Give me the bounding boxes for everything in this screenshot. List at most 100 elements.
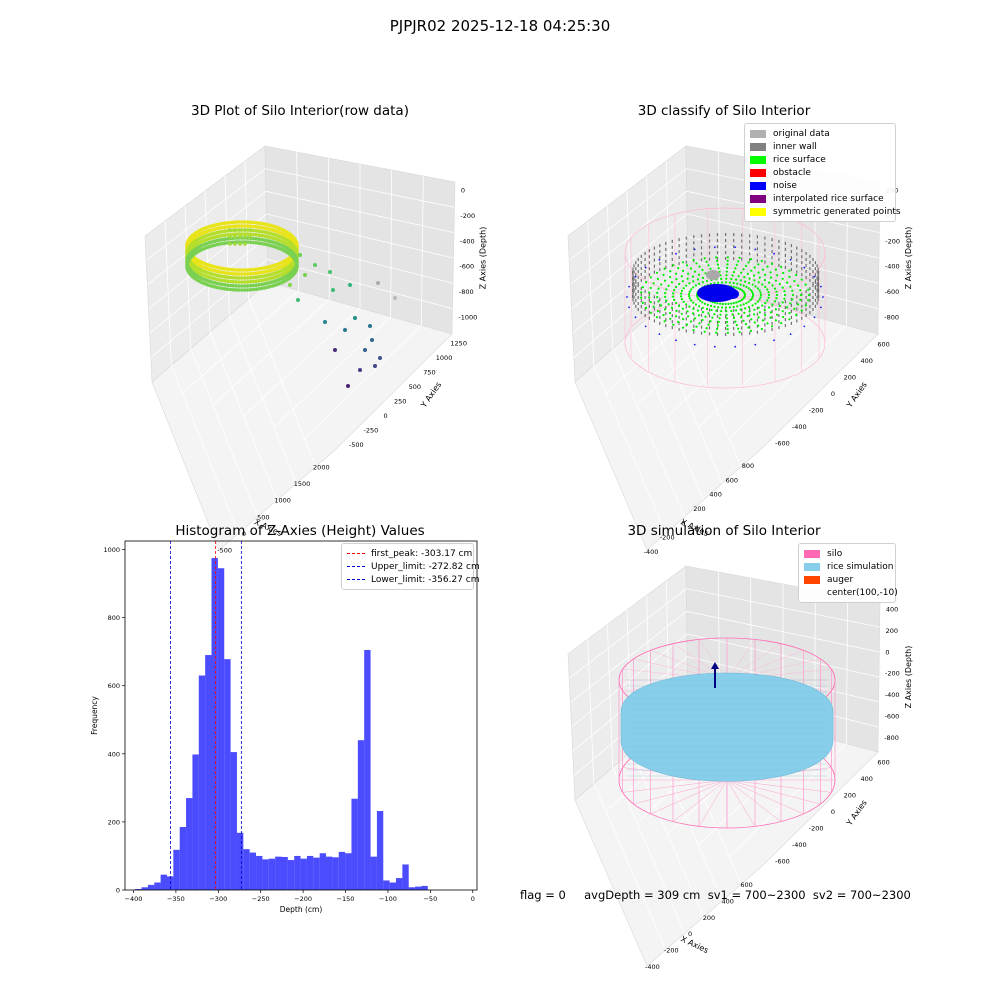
p2-wall-point — [733, 245, 735, 249]
p2-noise-cluster — [727, 289, 739, 299]
p2-rice-point — [781, 310, 784, 313]
p2-wall-point — [665, 306, 667, 310]
legend-label: noise — [773, 180, 797, 191]
p2-wall-point — [814, 267, 816, 271]
p2-rice-point — [657, 300, 660, 303]
p2-rice-point — [703, 257, 706, 260]
p1-point — [248, 232, 253, 237]
p2-wall-point — [790, 244, 792, 248]
p2-wall-point — [633, 295, 635, 299]
p2-rice-point — [740, 316, 743, 319]
p1-point — [240, 288, 244, 292]
p2-rice-point — [667, 303, 670, 306]
p2-wall-point — [784, 265, 786, 269]
histogram-xtick-label: 0 — [471, 895, 475, 903]
p2-rice-point — [746, 272, 749, 276]
p2-wall-point — [749, 258, 751, 262]
p2-rice-point — [672, 264, 675, 267]
p1-point — [257, 233, 261, 237]
histogram-bar — [306, 855, 314, 890]
p1-point — [243, 242, 247, 246]
p2-rice-point — [757, 324, 760, 327]
p2-wall-point — [640, 272, 642, 276]
p1-point — [251, 271, 256, 276]
p2-noise-point — [675, 339, 677, 342]
p2-wall-point — [678, 309, 680, 313]
p2-noise-point — [634, 316, 637, 319]
p2-wall-point — [725, 245, 727, 248]
p2-rice-point — [748, 310, 751, 313]
p2-noise-point — [813, 316, 816, 319]
p2-wall-point — [644, 302, 646, 305]
p2-rice-point — [701, 268, 704, 272]
p2-rice-point — [698, 322, 701, 325]
p1-point — [234, 284, 239, 288]
p2-rice-point — [761, 268, 765, 271]
p1-zlabel: Z Axies (Depth) — [479, 227, 488, 290]
p2-wall-point — [801, 273, 803, 277]
p2-wall-point — [659, 256, 661, 260]
p1-point — [346, 384, 350, 388]
p2-wall-point — [812, 284, 814, 287]
p2-rice-point — [753, 266, 756, 269]
p2-rice-point — [760, 259, 763, 263]
p2-wall-point — [796, 295, 798, 299]
panel4-title: 3D simulation of Silo Interior — [627, 523, 821, 539]
p1-point — [231, 220, 236, 225]
p2-ztick: -600 — [885, 288, 900, 296]
p2-rice-point — [720, 310, 723, 313]
p2-rice-point — [709, 267, 712, 270]
p1-point — [220, 274, 225, 279]
p2-rice-point — [664, 295, 667, 298]
p2-wall-point — [756, 330, 758, 334]
p2-rice-point — [750, 297, 754, 300]
p2-rice-point — [744, 264, 748, 267]
histogram-ytick-label: 200 — [108, 818, 120, 826]
p1-point — [220, 221, 225, 226]
p2-rice-point — [788, 269, 791, 272]
legend-entry: first_peak: -303.17 cm — [347, 547, 472, 560]
p1-ytick: 250 — [394, 397, 406, 405]
p4-ztick: -800 — [884, 734, 899, 742]
p2-wall-point — [632, 291, 634, 295]
p2-wall-point — [637, 308, 639, 311]
p1-point — [259, 221, 264, 226]
p1-point — [237, 268, 241, 272]
p2-wall-point — [637, 284, 639, 287]
p2-rice-point — [751, 295, 754, 298]
p2-rice-point — [705, 279, 709, 283]
p2-wall-point — [700, 234, 703, 238]
p1-point — [231, 287, 236, 292]
p2-rice-point — [791, 293, 795, 297]
p2-wall-point — [665, 300, 667, 304]
p2-wall-point — [632, 279, 634, 283]
p2-wall-point — [635, 292, 637, 296]
p1-point — [226, 233, 230, 237]
p2-rice-point — [781, 301, 784, 304]
panel2-title: 3D classify of Silo Interior — [637, 103, 811, 119]
histogram-bar — [154, 882, 161, 890]
p1-point — [262, 274, 267, 278]
p2-wall-point — [741, 245, 743, 249]
p1-point — [251, 240, 256, 245]
p2-rice-point — [753, 321, 756, 324]
p1-point — [248, 240, 253, 245]
legend-swatch — [750, 207, 766, 216]
p2-rice-point — [744, 323, 748, 326]
p1-point — [251, 236, 256, 241]
p1-point — [228, 275, 233, 280]
p2-wall-point — [764, 254, 766, 258]
p2-wall-point — [644, 252, 646, 255]
p4-xtick: 600 — [740, 881, 752, 889]
p2-wall-point — [784, 259, 786, 263]
p1-point — [259, 233, 264, 238]
p2-rice-point — [663, 267, 666, 270]
p2-wall-point — [796, 270, 798, 274]
p1-point — [298, 253, 302, 257]
p2-rice-point — [724, 281, 728, 284]
p2-wall-point — [818, 271, 820, 274]
p2-wall-point — [685, 305, 687, 309]
p2-wall-point — [635, 286, 637, 290]
p2-wall-point — [640, 287, 642, 291]
p2-wall-point — [640, 299, 642, 303]
